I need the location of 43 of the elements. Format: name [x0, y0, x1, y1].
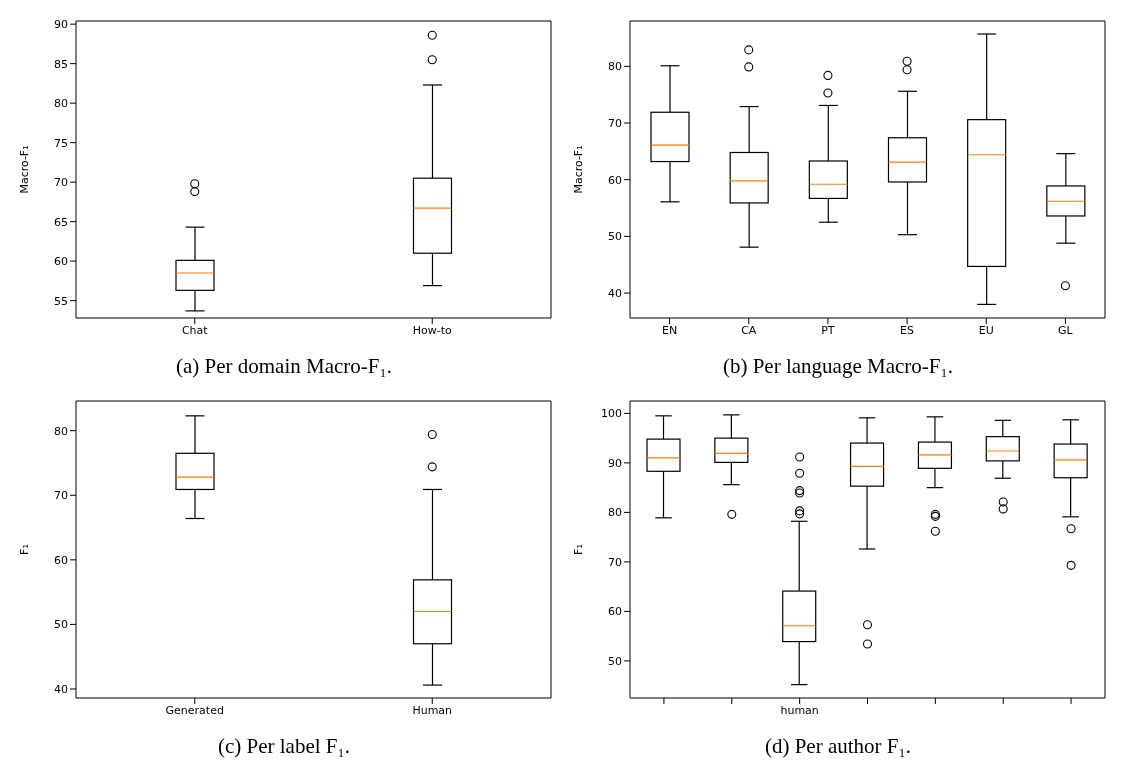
y-tick-label: 60 [54, 255, 68, 269]
y-tick-label: 70 [608, 116, 622, 130]
y-tick-label: 80 [608, 60, 622, 74]
x-tick-label: Chat [181, 323, 209, 337]
y-axis-title: F₁ [17, 544, 31, 555]
y-tick-label: 85 [54, 57, 68, 71]
y-axis-title: Macro-F₁ [571, 145, 585, 194]
y-tick-label: 80 [608, 506, 622, 520]
y-tick-label: 60 [608, 173, 622, 187]
y-tick-label: 60 [608, 605, 622, 619]
text: (d) Per author F₁. [763, 734, 913, 759]
y-tick-label: 50 [54, 618, 68, 632]
text: (a) Per domain Macro-F₁. [174, 354, 394, 379]
y-axis-title: F₁ [571, 544, 585, 555]
y-tick-label: 65 [54, 215, 68, 229]
y-tick-label: 55 [54, 294, 68, 308]
x-tick-label: ES [900, 323, 915, 337]
y-tick-label: 40 [54, 682, 68, 696]
y-tick-label: 75 [54, 136, 68, 150]
x-tick-label: human [780, 703, 819, 717]
x-tick-label: GL [1058, 323, 1074, 337]
y-tick-label: 80 [54, 97, 68, 111]
y-tick-label: 100 [601, 407, 622, 421]
x-tick-label: EN [661, 323, 678, 337]
y-tick-label: 70 [54, 489, 68, 503]
y-tick-label: 40 [608, 286, 622, 300]
y-tick-label: 50 [608, 230, 622, 244]
text: (b) Per language Macro-F₁. [721, 354, 955, 379]
x-tick-label: How-to [412, 323, 453, 337]
x-tick-label: Generated [165, 703, 224, 717]
x-tick-label: Human [412, 703, 453, 717]
y-axis-title: Macro-F₁ [17, 145, 31, 194]
x-tick-label: EU [978, 323, 994, 337]
y-tick-label: 70 [608, 555, 622, 569]
text: (c) Per label F₁. [216, 734, 352, 759]
y-tick-label: 60 [54, 553, 68, 567]
y-tick-label: 90 [608, 456, 622, 470]
y-tick-label: 80 [54, 424, 68, 438]
y-tick-label: 70 [54, 176, 68, 190]
y-tick-label: 50 [608, 654, 622, 668]
y-tick-label: 90 [54, 18, 68, 32]
x-tick-label: CA [741, 323, 757, 337]
x-tick-label: PT [821, 323, 835, 337]
